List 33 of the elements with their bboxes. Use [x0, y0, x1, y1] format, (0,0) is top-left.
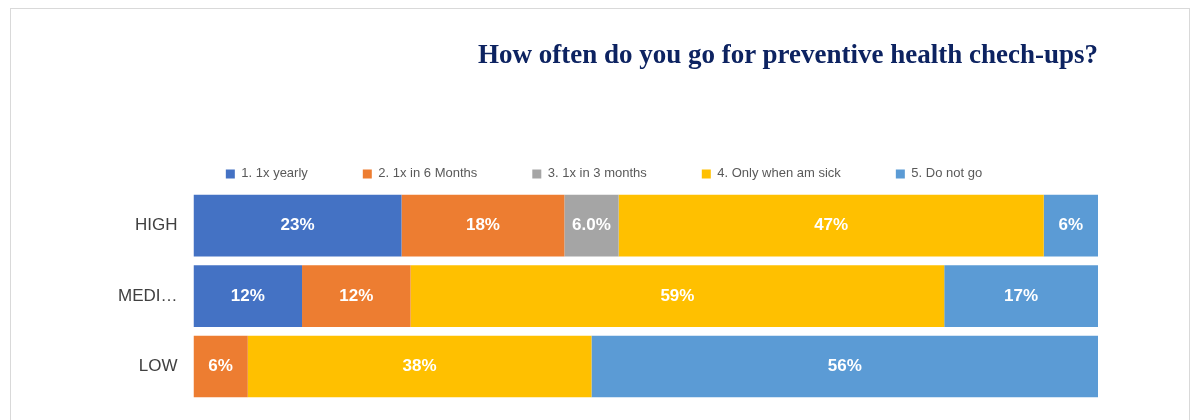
- bar: [410, 265, 945, 327]
- bar: [193, 265, 303, 327]
- data-label: 18%: [465, 215, 500, 235]
- legend-label: 2. 1x in 6 Months: [378, 165, 478, 181]
- bar: [401, 194, 565, 257]
- bar: [193, 194, 402, 257]
- data-label: 12%: [230, 285, 265, 305]
- data-label: 12%: [339, 285, 374, 305]
- bar: [564, 194, 619, 257]
- data-label: 56%: [827, 356, 862, 376]
- data-label: 6.0%: [572, 215, 611, 235]
- data-label: 6%: [1058, 215, 1084, 235]
- bar: [618, 194, 1044, 257]
- bar: [247, 335, 592, 398]
- legend-label: 4. Only when am sick: [717, 165, 842, 181]
- legend-label: 1. 1x yearly: [241, 165, 309, 181]
- bar: [591, 335, 1098, 398]
- data-label: 38%: [402, 356, 437, 376]
- data-label: 23%: [280, 215, 315, 235]
- data-label: 59%: [660, 285, 695, 305]
- bar: [944, 265, 1098, 327]
- legend-label: 3. 1x in 3 months: [547, 165, 648, 181]
- y-tick-label: MEDI…: [118, 285, 178, 305]
- data-label: 6%: [208, 356, 233, 376]
- data-label: 47%: [814, 215, 849, 235]
- y-tick-label: LOW: [138, 356, 178, 376]
- legend-label: 5. Do not go: [911, 165, 983, 181]
- bar: [302, 265, 411, 327]
- chart-title: How often do you go for preventive health chech-ups?: [478, 39, 1098, 70]
- data-label: 17%: [1004, 285, 1039, 305]
- bar: [193, 335, 248, 398]
- bar: [1043, 194, 1098, 257]
- y-tick-label: HIGH: [135, 215, 178, 235]
